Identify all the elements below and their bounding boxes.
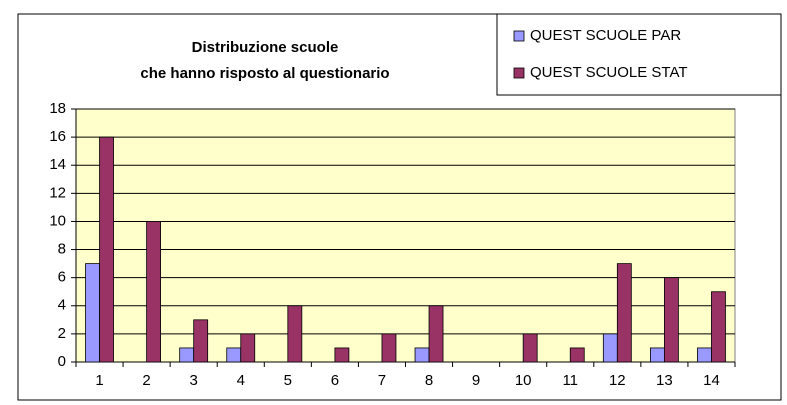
bar: [663, 277, 679, 363]
legend-label: QUEST SCUOLE PAR: [530, 27, 681, 44]
x-tick-label: 14: [703, 372, 720, 389]
bar: [85, 263, 100, 363]
bar: [602, 333, 618, 363]
bar: [99, 136, 114, 363]
y-tick-label: 6: [58, 269, 66, 286]
bar: [179, 347, 195, 363]
chart-title: che hanno risposto al questionario: [140, 65, 389, 82]
bar: [146, 221, 162, 363]
bar: [381, 333, 397, 363]
plot-area: [75, 108, 736, 363]
bar: [616, 263, 632, 363]
y-tick-label: 14: [49, 156, 66, 173]
y-tick-label: 12: [49, 184, 66, 201]
bar: [711, 291, 726, 363]
y-tick-label: 0: [58, 353, 66, 370]
legend-marker: [513, 67, 525, 79]
bar: [226, 347, 242, 363]
x-tick-label: 5: [284, 372, 292, 389]
chart-title: Distribuzione scuole: [192, 39, 339, 56]
x-tick-label: 3: [190, 372, 198, 389]
x-tick-label: 13: [656, 372, 673, 389]
x-tick-label: 4: [237, 372, 245, 389]
bar: [649, 347, 665, 363]
legend-marker: [513, 30, 525, 42]
bar: [428, 305, 444, 363]
bar: [522, 333, 538, 363]
bar: [334, 347, 350, 363]
legend-label: QUEST SCUOLE STAT: [530, 64, 688, 81]
bar: [287, 305, 303, 363]
y-tick-label: 10: [49, 212, 66, 229]
x-tick-label: 2: [142, 372, 150, 389]
x-tick-label: 10: [515, 372, 532, 389]
bar: [414, 347, 430, 363]
bar: [240, 333, 256, 363]
y-tick-label: 18: [49, 100, 66, 117]
x-tick-label: 11: [562, 372, 578, 389]
x-tick-label: 8: [425, 372, 433, 389]
bar: [697, 347, 712, 363]
x-tick-label: 6: [331, 372, 339, 389]
x-tick-label: 9: [472, 372, 480, 389]
y-tick-label: 4: [58, 297, 66, 314]
x-tick-label: 12: [609, 372, 626, 389]
y-tick-label: 8: [58, 241, 66, 258]
x-tick-label: 1: [95, 372, 103, 389]
x-tick-label: 7: [378, 372, 386, 389]
y-tick-label: 2: [58, 325, 66, 342]
legend-box: [496, 13, 782, 96]
y-tick-label: 16: [49, 128, 66, 145]
bar: [193, 319, 209, 363]
bar: [569, 347, 585, 363]
